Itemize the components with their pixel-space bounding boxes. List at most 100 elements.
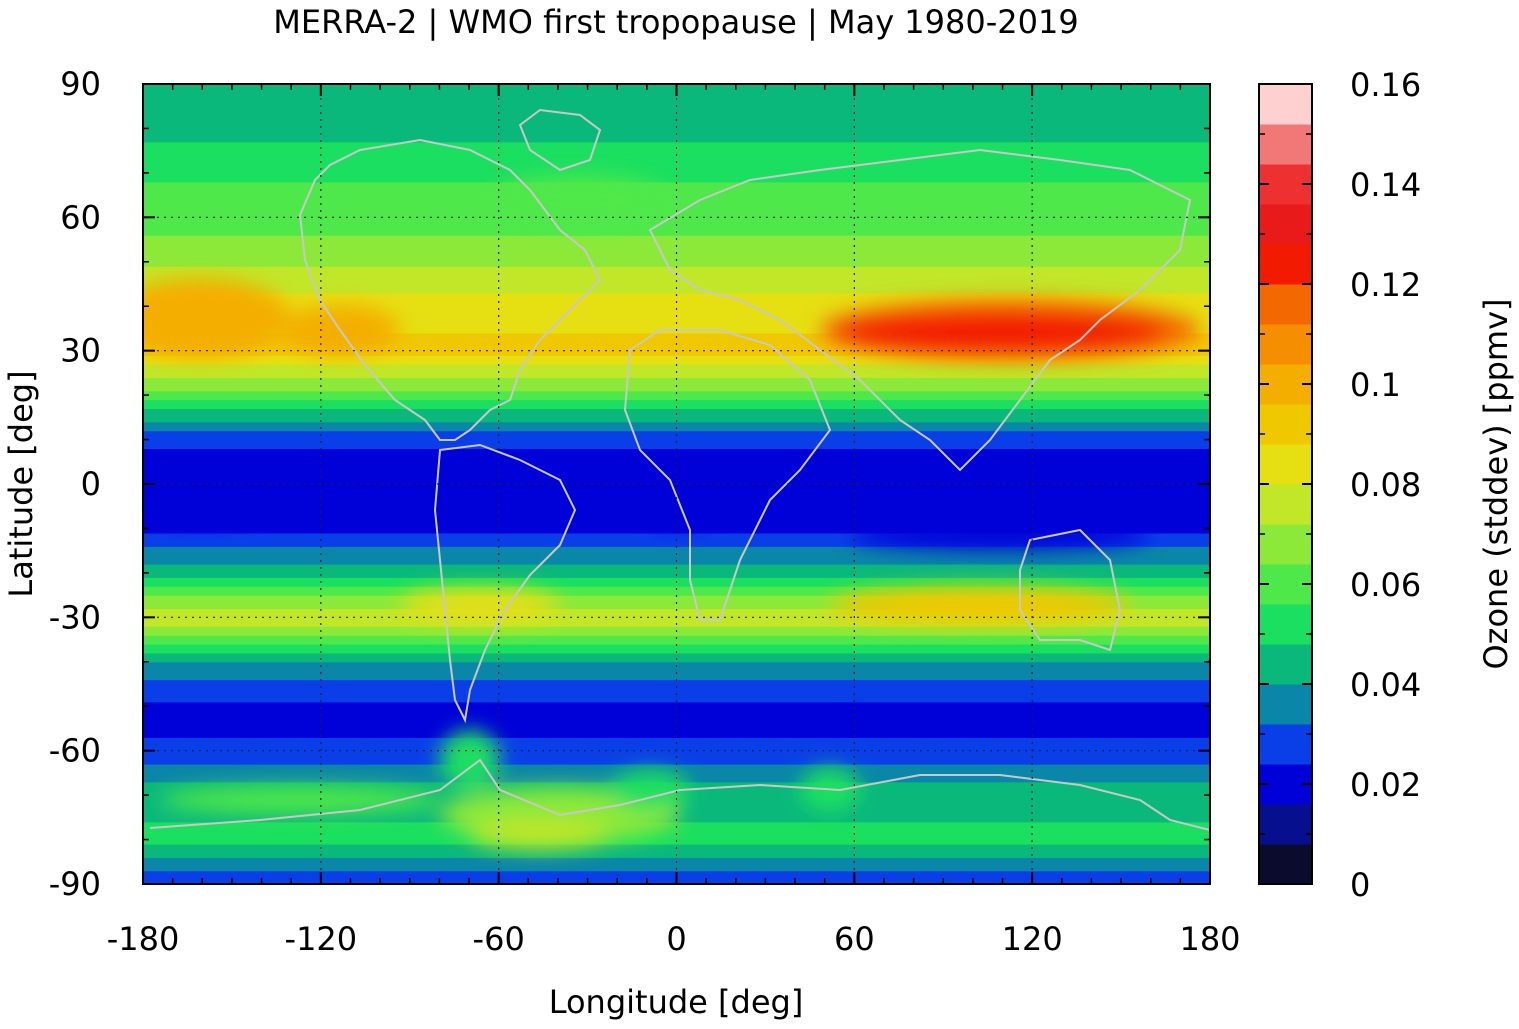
heatmap-band [143, 332, 1210, 338]
heatmap-band [143, 457, 1210, 463]
heatmap-band [143, 839, 1210, 845]
heatmap-band [143, 528, 1210, 534]
heatmap-band [143, 826, 1210, 832]
colorbar-level [1259, 324, 1312, 365]
heatmap-band [143, 644, 1210, 650]
heatmap-band [143, 715, 1210, 721]
colorbar-tick-label: 0.06 [1350, 566, 1421, 604]
heatmap-band [143, 368, 1210, 374]
heatmap-band [143, 212, 1210, 218]
y-tick-label: 0 [81, 465, 101, 503]
colorbar-level [1259, 844, 1312, 885]
heatmap-band [143, 661, 1210, 667]
heatmap-band [143, 639, 1210, 645]
heatmap-band [143, 417, 1210, 423]
coastlines [149, 108, 1210, 831]
heatmap-band [143, 324, 1210, 330]
heatmap-band [143, 239, 1210, 245]
heatmap-band [143, 412, 1210, 418]
heatmap-band [143, 617, 1210, 623]
heatmap-band [143, 590, 1210, 596]
heatmap-band [143, 759, 1210, 765]
x-axis: -180 -120 -60 0 60 120 180 [107, 84, 1241, 958]
heatmap-plot-area [143, 84, 1210, 884]
heatmap-band [143, 181, 1210, 187]
y-tick-label: -30 [49, 598, 101, 636]
heatmap-band [143, 844, 1210, 850]
colorbar-level [1259, 684, 1312, 725]
heatmap-band [143, 204, 1210, 210]
heatmap-band [143, 235, 1210, 241]
heatmap-band [143, 372, 1210, 378]
heatmap-band [143, 479, 1210, 485]
chart-title: MERRA-2 | WMO first tropopause | May 198… [273, 3, 1078, 41]
heatmap-band [143, 630, 1210, 636]
heatmap-band [143, 346, 1210, 352]
heatmap-band [143, 190, 1210, 196]
heatmap-band [143, 430, 1210, 436]
y-tick-label: 60 [60, 198, 101, 236]
colorbar-tick-label: 0.16 [1350, 66, 1421, 104]
colorbar-tick-label: 0.02 [1350, 766, 1421, 804]
heatmap-band [143, 395, 1210, 401]
colorbar-tick-label: 0.12 [1350, 266, 1421, 304]
colorbar-level [1259, 284, 1312, 325]
y-tick-label: 30 [60, 332, 101, 370]
heatmap-band [143, 252, 1210, 258]
heatmap-band [143, 470, 1210, 476]
heatmap-band [143, 648, 1210, 654]
heatmap-band [143, 741, 1210, 747]
heatmap-band [143, 315, 1210, 321]
heatmap-band [143, 857, 1210, 863]
colorbar-tick-label: 0.14 [1350, 166, 1421, 204]
heatmap-band [143, 386, 1210, 392]
heatmap-band [143, 359, 1210, 365]
y-tick-label: -90 [49, 865, 101, 903]
x-axis-label: Longitude [deg] [549, 983, 804, 1021]
heatmap-band [143, 132, 1210, 138]
heatmap-band [143, 248, 1210, 254]
heatmap-band [143, 568, 1210, 574]
heatmap-band [143, 710, 1210, 716]
heatmap-band [143, 284, 1210, 290]
heatmap-band [143, 595, 1210, 601]
heatmap-band [143, 230, 1210, 236]
heatmap-band [143, 350, 1210, 356]
heatmap-band [143, 484, 1210, 490]
grid-lines [143, 84, 1210, 884]
colorbar-tick-label: 0.04 [1350, 666, 1421, 704]
heatmap-band [143, 186, 1210, 192]
heatmap-band [143, 101, 1210, 107]
x-tick-label: 120 [1002, 920, 1063, 958]
heatmap-band [143, 564, 1210, 570]
heatmap-band [143, 555, 1210, 561]
colorbar-tick-label: 0 [1350, 866, 1370, 904]
colorbar [1259, 84, 1312, 885]
heatmap-band [143, 466, 1210, 472]
heatmap-band [143, 119, 1210, 125]
heatmap-band [143, 137, 1210, 143]
heatmap-band [143, 408, 1210, 414]
heatmap-band [143, 177, 1210, 183]
heatmap-band [143, 532, 1210, 538]
heatmap-band [143, 106, 1210, 112]
heatmap-band [143, 337, 1210, 343]
heatmap-band [143, 604, 1210, 610]
heatmap-band [143, 399, 1210, 405]
heatmap-band [143, 688, 1210, 694]
heatmap-band [143, 448, 1210, 454]
x-tick-label: 0 [666, 920, 686, 958]
colorbar-level [1259, 724, 1312, 765]
heatmap-band [143, 821, 1210, 827]
y-tick-label: 90 [60, 65, 101, 103]
heatmap-band [143, 701, 1210, 707]
heatmap-band [143, 546, 1210, 552]
heatmap-band [143, 155, 1210, 161]
colorbar-level [1259, 84, 1312, 125]
colorbar-level [1259, 804, 1312, 845]
heatmap-band [143, 217, 1210, 223]
colorbar-level [1259, 404, 1312, 445]
y-axis: 90 60 30 0 -30 -60 -90 [49, 65, 1210, 903]
colorbar-level [1259, 604, 1312, 645]
